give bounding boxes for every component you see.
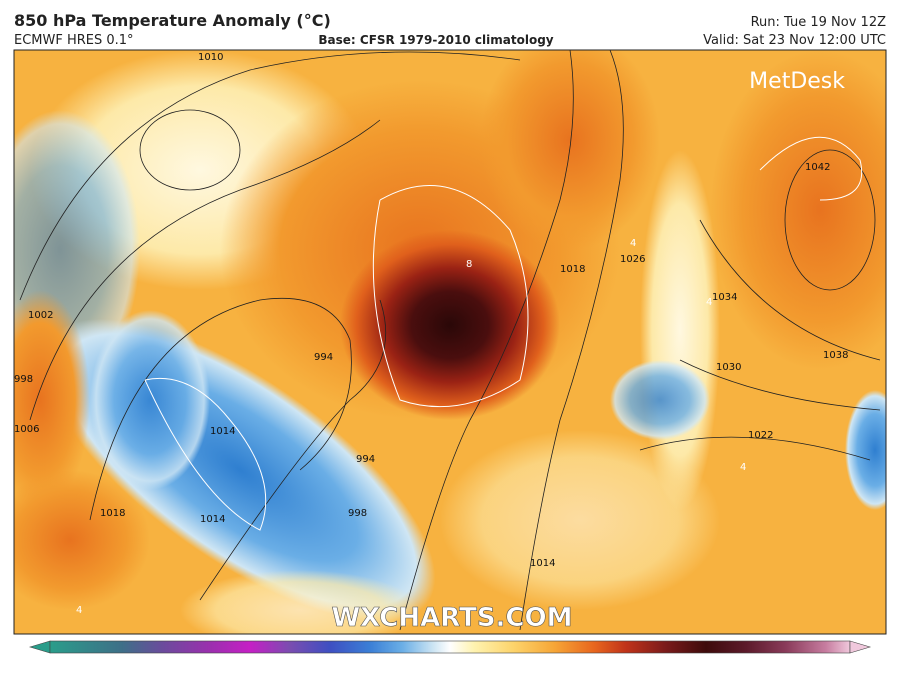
isobar-label: 1014 <box>200 514 225 525</box>
isobar-label: 998 <box>348 508 367 519</box>
map: MetDesk WXCHARTS.COM 1010 1042 1038 1034… <box>14 50 886 634</box>
isobar-label: 1038 <box>823 350 848 361</box>
isobar-label: 994 <box>314 352 333 363</box>
isobar-label: 1026 <box>620 254 645 265</box>
run: Run: Tue 19 Nov 12Z <box>751 15 886 30</box>
isobar-label: 1022 <box>748 430 773 441</box>
anomaly-label: 4 <box>706 297 712 308</box>
isobar-label: 998 <box>14 374 33 385</box>
anomaly-label: 8 <box>466 259 472 270</box>
isobar-label: 1002 <box>28 310 53 321</box>
anomaly-label: 4 <box>76 605 82 616</box>
isobar-label: 1014 <box>530 558 555 569</box>
isobar-label: 1010 <box>198 52 223 63</box>
model: ECMWF HRES 0.1° <box>14 33 134 48</box>
map-frame <box>13 49 887 635</box>
isobar-label: 1030 <box>716 362 741 373</box>
colorbar <box>28 640 872 654</box>
title: 850 hPa Temperature Anomaly (°C) <box>14 11 331 30</box>
isobar-label: 1018 <box>560 264 585 275</box>
isobar-label: 1014 <box>210 426 235 437</box>
isobar-label: 994 <box>356 454 375 465</box>
watermark: WXCHARTS.COM <box>331 603 572 633</box>
valid: Valid: Sat 23 Nov 12:00 UTC <box>703 33 886 48</box>
logo: MetDesk <box>749 69 845 94</box>
anomaly-label: 4 <box>740 462 746 473</box>
anomaly-label: 4 <box>630 238 636 249</box>
isobar-label: 1018 <box>100 508 125 519</box>
isobar-label: 1034 <box>712 292 737 303</box>
base: Base: CFSR 1979-2010 climatology <box>318 33 553 47</box>
isobar-label: 1006 <box>14 424 39 435</box>
isobar-label: 1042 <box>805 162 830 173</box>
